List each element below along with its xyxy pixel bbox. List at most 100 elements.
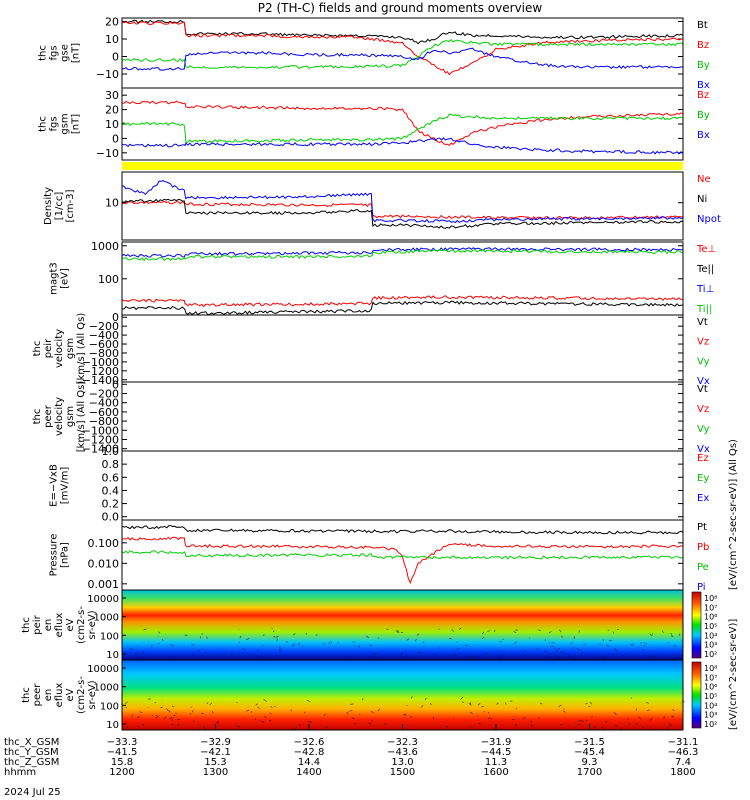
peer_eflux-ytick-label: 1000	[94, 683, 119, 694]
peir_velocity-frame	[121, 314, 684, 383]
peer_velocity-ytick-label: −600	[89, 406, 119, 419]
peir_eflux-ylabel: eV	[65, 618, 76, 631]
peer_velocity-ytick-label: 0	[112, 378, 119, 391]
pressure-series-Pb	[121, 536, 684, 585]
peir_velocity-ylabel: [km/s] (All Qs)	[76, 313, 87, 385]
peir_eflux-ytick-label: 100	[100, 631, 119, 642]
peir_eflux-ylabel: thc	[21, 617, 32, 633]
peir_eflux-ylabel: en	[43, 619, 54, 632]
peer_eflux-ytick-label: 100	[100, 701, 119, 712]
peir_velocity-ytick-label: 0	[112, 311, 119, 324]
peer_velocity-ylabel: thc	[32, 409, 43, 425]
pressure-ytick-label: 0.100	[88, 537, 120, 550]
fgs_gsm-ytick-label: 20	[105, 104, 119, 117]
density-ytick-label: 10	[105, 197, 119, 210]
peir_velocity-ytick-label: −400	[89, 329, 119, 342]
peer_eflux-colorbar-tick: 10⁸	[704, 664, 717, 673]
pressure-series-Pe	[121, 550, 684, 560]
peer_eflux-ytick-label: 10000	[87, 664, 119, 675]
peer_velocity-ytick-label: −1400	[82, 443, 119, 456]
peer_eflux-spectrogram	[122, 660, 683, 730]
peer_velocity-ylabel: [km/s] (All Qs)	[76, 381, 87, 453]
peir_velocity-ylabel: peir	[43, 338, 54, 358]
peer_eflux-ylabel: en	[43, 689, 54, 702]
xaxis-row-label: thc_Y_GSM	[4, 747, 59, 758]
peer_eflux-ylabel: thc	[21, 687, 32, 703]
fgs_gse-ytick-label: 20	[105, 16, 119, 29]
efield-ytick-label: 0.6	[102, 471, 120, 484]
xaxis-row-value: −33.3	[107, 737, 138, 748]
xaxis-row-value: −31.9	[481, 737, 512, 748]
fgs_gsm-series-Bx	[121, 137, 684, 155]
peir_velocity-ylabel: thc	[32, 341, 43, 357]
peir_eflux-ytick-label: 10	[106, 650, 119, 661]
xaxis-row-value: −46.3	[668, 747, 699, 758]
fgs_gsm-ytick-label: 0	[112, 132, 119, 145]
density-ylabel: [cm-3]	[65, 189, 76, 222]
temperature-ytick-label: 1000	[91, 240, 119, 253]
xaxis-row-value: −42.8	[294, 747, 325, 758]
peer_velocity-ytick-label: −1000	[82, 424, 119, 437]
peir_eflux-colorbar-tick: 10³	[704, 641, 717, 650]
fgs_gse-ytick-label: −10	[96, 68, 119, 81]
peer_velocity-legend-Vz: Vz	[697, 404, 709, 415]
peir_eflux-colorbar	[691, 591, 702, 659]
xaxis-row-value: −32.9	[200, 737, 231, 748]
fgs_gsm-legend-Bx: Bx	[697, 130, 710, 141]
fgs_gsm-frame	[121, 87, 684, 161]
temperature-series-Te||	[121, 300, 684, 316]
peir_eflux-ylabel: peir	[32, 614, 43, 634]
density-legend-Ni: Ni	[697, 194, 707, 205]
peir_velocity-ytick-label: −800	[89, 347, 119, 360]
fgs_gsm-series-By	[121, 113, 684, 144]
xaxis-row-value: 1500	[390, 767, 415, 778]
peer_eflux-ylabel: eV	[65, 688, 76, 701]
peer_eflux-colorbar-tick: 10⁴	[704, 701, 717, 710]
fgs_gsm-ytick-label: 10	[105, 118, 119, 131]
peir_eflux-noise	[130, 627, 681, 662]
efield-legend-Ey: Ey	[697, 473, 709, 484]
peir_eflux-colorbar-tick: 10⁴	[704, 631, 717, 640]
peir_eflux-colorbar-tick: 10⁸	[704, 594, 717, 603]
pressure-legend-Pb: Pb	[697, 542, 709, 553]
peer_velocity-ytick-label: −400	[89, 397, 119, 410]
fgs_gsm-ylabel: [nT]	[71, 114, 82, 134]
xaxis-row-label: thc_Z_GSM	[4, 757, 59, 768]
pressure-ylabel: [nPa]	[60, 542, 71, 568]
peer_velocity-ytick-label: −1200	[82, 434, 119, 447]
peir_velocity-ytick-label: −600	[89, 338, 119, 351]
pressure-ylabel: Pressure	[49, 534, 60, 577]
peir_eflux-colorbar-label: [eV/(cm^2-sec-sr-eV)] (All Qs)	[728, 439, 739, 590]
peir_velocity-legend-Vz: Vz	[697, 337, 709, 348]
peer_eflux-colorbar-tick: 10⁵	[704, 692, 717, 701]
density-frame	[121, 171, 684, 241]
pressure-ytick-label: 0.010	[88, 557, 120, 570]
peer_velocity-frame	[121, 381, 684, 452]
xaxis-row-value: 1400	[296, 767, 321, 778]
fgs_gsm-ylabel: fgs	[49, 116, 60, 131]
peir_velocity-legend-Vx: Vx	[697, 376, 710, 387]
peer_eflux-colorbar-tick: 10⁷	[704, 673, 717, 682]
peer_eflux-colorbar-tick: 10⁶	[704, 683, 717, 692]
density-series-Ni	[121, 198, 684, 229]
pressure-legend-Pt: Pt	[697, 522, 707, 533]
xaxis-row-value: 15.3	[204, 757, 226, 768]
efield-ytick-label: 0.8	[102, 458, 120, 471]
density-ylabel: Density	[43, 187, 54, 225]
peer_eflux-ylabel: peer	[32, 683, 43, 707]
temperature-ytick-label: 100	[98, 273, 119, 286]
peer_velocity-ytick-label: −200	[89, 388, 119, 401]
pressure-series-Pt	[121, 525, 684, 535]
peir_eflux-ytick-label: 10000	[87, 594, 119, 605]
fgs_gse-legend-Bx: Bx	[697, 80, 710, 91]
peir_velocity-legend-Vy: Vy	[697, 356, 710, 367]
temperature-legend-Ti⊥: Ti⊥	[696, 284, 714, 295]
peer_velocity-ylabel: gsm	[65, 406, 76, 427]
fgs_gse-legend-Bz: Bz	[697, 40, 709, 51]
xaxis-row-value: −32.6	[294, 737, 325, 748]
fgs_gse-frame	[121, 17, 684, 89]
fgs_gse-series-Bt	[121, 19, 684, 45]
fgs_gse-legend-By: By	[697, 60, 710, 71]
figure-title: P2 (TH-C) fields and ground moments over…	[258, 1, 543, 15]
